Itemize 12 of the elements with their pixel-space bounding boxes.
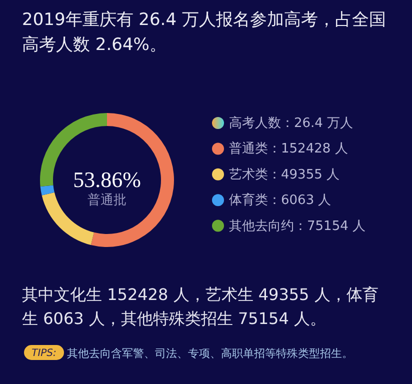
text: 其他去向含军警、司法、专项、高职单招等特殊类型招生。 [67,347,353,360]
chart-title: 2019年重庆有 26.4 万人报名参加高考，占全国高考人数 2.64%。 [22,10,386,55]
donut-slice [40,185,54,196]
legend-label: 体育类：6063 人 [229,192,332,208]
legend-label: 普通类：152428 人 [229,140,348,157]
text: 其中文化生 152428 人，艺术生 49355 人，体育生 6063 人，其他特殊类招生 75154 人。 [22,285,378,328]
text: 普通批 [88,192,126,208]
text: TIPS: [32,348,56,359]
legend-label: 其他去向约：75154 人 [229,218,366,234]
legend-label: 艺术类：49355 人 [229,167,340,182]
text: 53.86% [73,167,141,192]
legend-title: 高考人数：26.4 万人 [229,115,354,131]
